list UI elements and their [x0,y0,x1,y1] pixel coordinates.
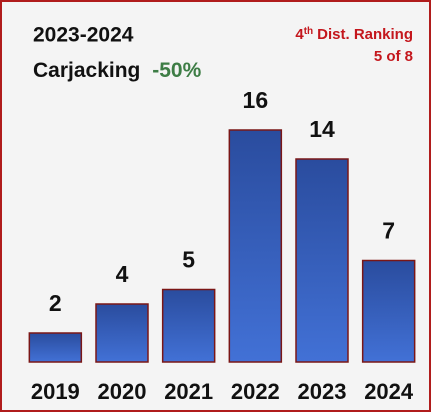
x-tick-label: 2021 [164,379,213,404]
value-label: 14 [309,116,335,142]
chart-title: 2023-2024 [33,24,134,47]
bar [295,158,349,363]
x-tick-label: 2023 [298,379,347,404]
bar [228,129,283,363]
x-tick-label: 2022 [231,379,280,404]
value-label: 7 [382,218,395,244]
x-tick-label: 2019 [31,379,80,404]
change: -50% [152,59,201,82]
x-tick-label: 2024 [364,379,414,404]
ranking-text: Dist. Ranking [317,26,413,43]
value-label: 4 [116,261,129,287]
value-label: 2 [49,290,62,316]
bar [95,303,149,363]
chart-subtitle: Carjacking -50% [33,59,202,82]
ranking-value: 5 of 8 [374,48,413,65]
subtitle: Carjacking [33,59,140,82]
ranking-label: 4th Dist. Ranking [295,26,413,43]
ranking-suffix: th [304,26,313,37]
value-label: 16 [243,87,269,113]
bar [161,288,216,363]
bar [28,332,83,363]
x-tick-label: 2020 [98,379,147,404]
bar [361,259,416,363]
value-label: 5 [182,247,195,273]
ranking-number: 4 [295,26,304,43]
